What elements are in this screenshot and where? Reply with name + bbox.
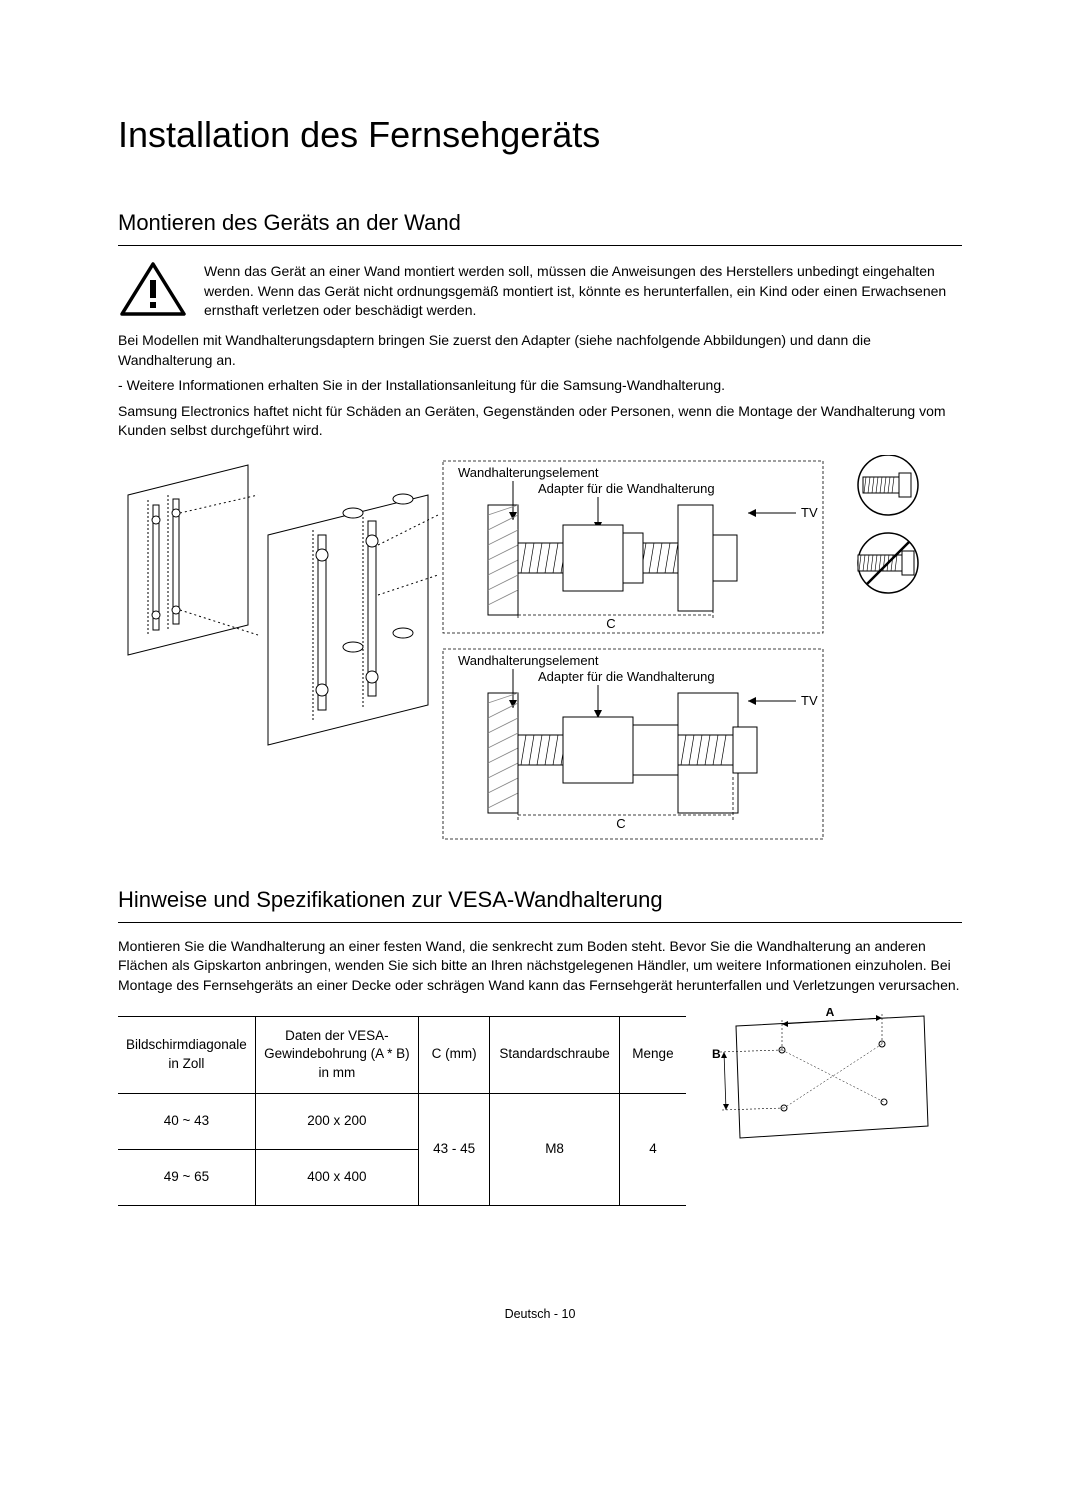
label-element-2: Wandhalterungselement: [458, 653, 599, 668]
body-text-vesa: Montieren Sie die Wandhalterung an einer…: [118, 937, 962, 996]
table-cell: 4: [619, 1094, 686, 1206]
section1-heading: Montieren des Geräts an der Wand: [118, 208, 962, 246]
body-text-liability: Samsung Electronics haftet nicht für Sch…: [118, 402, 962, 441]
label-element-1: Wandhalterungselement: [458, 465, 599, 480]
table-cell: 43 - 45: [418, 1094, 489, 1206]
label-adapter-2: Adapter für die Wandhalterung: [538, 669, 715, 684]
section2-heading: Hinweise und Spezifikationen zur VESA-Wa…: [118, 885, 962, 923]
table-header: C (mm): [418, 1016, 489, 1094]
label-b: B: [712, 1047, 721, 1061]
body-text-adapters: Bei Modellen mit Wandhalterungsdaptern b…: [118, 331, 962, 370]
screw-not-ok-icon: [858, 533, 918, 593]
table-cell: 400 x 400: [255, 1150, 418, 1206]
vesa-spec-table: Bildschirmdiagonale in Zoll Daten der VE…: [118, 1016, 686, 1206]
page-footer: Deutsch - 10: [118, 1306, 962, 1324]
label-a: A: [826, 1008, 835, 1019]
list-item-manual: Weitere Informationen erhalten Sie in de…: [118, 376, 962, 396]
vesa-hole-diagram: A B: [706, 1002, 936, 1154]
table-cell: 40 ~ 43: [118, 1094, 255, 1150]
mounting-diagram: Wandhalterungselement Adapter für die Wa…: [118, 455, 962, 845]
table-cell: M8: [490, 1094, 620, 1206]
label-c-1: C: [606, 616, 615, 631]
table-header: Bildschirmdiagonale in Zoll: [118, 1016, 255, 1094]
label-adapter-1: Adapter für die Wandhalterung: [538, 481, 715, 496]
label-tv-2: TV: [801, 693, 818, 708]
screw-ok-icon: [858, 455, 918, 515]
table-cell: 49 ~ 65: [118, 1150, 255, 1206]
page-title: Installation des Fernsehgeräts: [118, 110, 962, 160]
table-cell: 200 x 200: [255, 1094, 418, 1150]
table-header: Daten der VESA-Gewindebohrung (A * B) in…: [255, 1016, 418, 1094]
label-c-2: C: [616, 816, 625, 831]
table-header: Standardschraube: [490, 1016, 620, 1094]
caution-triangle-icon: [118, 260, 188, 320]
warning-text: Wenn das Gerät an einer Wand montiert we…: [204, 260, 962, 321]
warning-block: Wenn das Gerät an einer Wand montiert we…: [118, 260, 962, 321]
label-tv-1: TV: [801, 505, 818, 520]
table-header: Menge: [619, 1016, 686, 1094]
